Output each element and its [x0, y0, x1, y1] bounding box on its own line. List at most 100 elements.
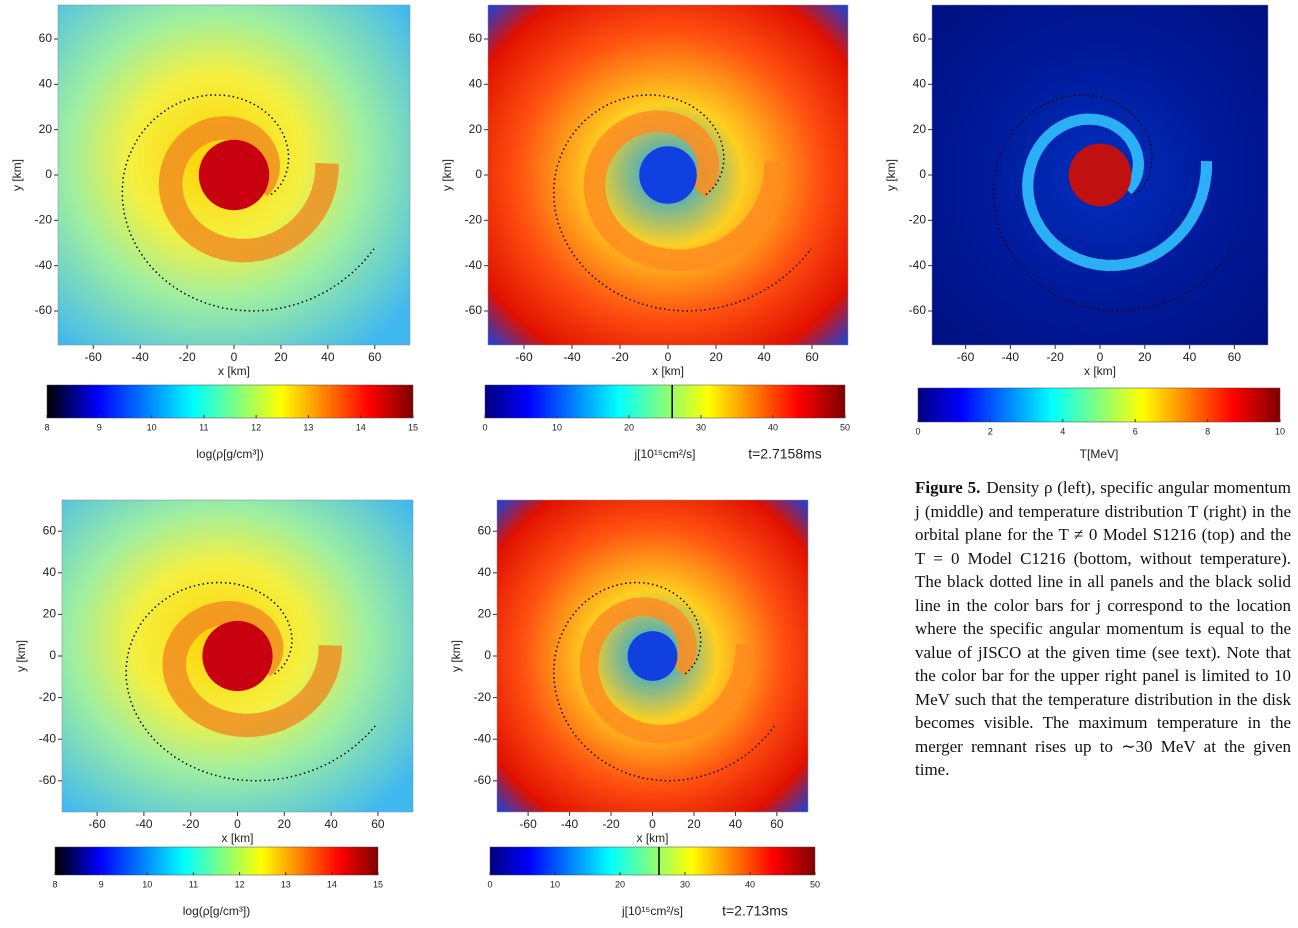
y-axis-label: y [km] — [884, 159, 898, 191]
y-tick-label: 0 — [45, 167, 52, 181]
x-axis-label: x [km] — [637, 831, 669, 845]
x-axis-label: x [km] — [1084, 364, 1116, 378]
y-tick-label: -40 — [39, 731, 57, 745]
colorbar-tick-label: 10 — [552, 422, 562, 432]
y-tick-label: 40 — [43, 565, 57, 579]
y-tick-label: 20 — [913, 122, 927, 136]
colorbar — [484, 384, 846, 419]
y-tick-label: 60 — [478, 523, 492, 537]
colorbar-tick-label: 8 — [44, 422, 49, 432]
x-tick-label: -20 — [602, 817, 620, 831]
x-tick-label: -60 — [85, 350, 103, 364]
colorbar-tick-label: 0 — [487, 879, 492, 889]
colorbar-tick-label: 13 — [303, 422, 313, 432]
y-tick-label: -60 — [909, 303, 927, 317]
x-tick-label: -20 — [611, 350, 629, 364]
y-tick-label: 20 — [39, 122, 53, 136]
jisco-contour — [125, 581, 378, 782]
heatmap — [488, 5, 848, 345]
colorbar-tick-label: 20 — [624, 422, 634, 432]
jisco-contour — [992, 94, 1235, 312]
spiral-arm — [158, 116, 339, 263]
spiral-arm — [579, 597, 755, 744]
y-tick-label: -20 — [474, 690, 492, 704]
colorbar-tick-label: 13 — [281, 879, 291, 889]
colorbar-tick-label: 0 — [482, 422, 487, 432]
x-tick-label: -60 — [88, 817, 106, 831]
spiral-arm — [583, 110, 786, 272]
colorbar-tick-label: 11 — [199, 422, 208, 432]
y-tick-label: -20 — [39, 690, 57, 704]
x-tick-label: 40 — [321, 350, 335, 364]
colorbar-label: j[10¹⁵cm²/s] — [634, 447, 696, 461]
heatmap — [932, 5, 1268, 345]
y-tick-label: -20 — [35, 213, 53, 227]
x-axis-label: x [km] — [218, 364, 250, 378]
x-tick-label: -20 — [182, 817, 200, 831]
y-tick-label: 60 — [39, 31, 53, 45]
y-tick-label: 40 — [478, 565, 492, 579]
y-tick-label: 20 — [43, 607, 57, 621]
colorbar-tick-label: 11 — [189, 879, 198, 889]
core — [198, 139, 270, 211]
caption-label: Figure 5. — [915, 478, 981, 497]
x-tick-label: 0 — [649, 817, 656, 831]
colorbar — [917, 387, 1281, 423]
x-tick-label: 60 — [368, 350, 382, 364]
x-tick-label: -60 — [515, 350, 533, 364]
y-tick-label: -60 — [465, 303, 483, 317]
y-tick-label: -40 — [35, 258, 53, 272]
colorbar-tick-label: 4 — [1060, 426, 1065, 436]
x-tick-label: 20 — [278, 817, 292, 831]
colorbar-label: T[MeV] — [1080, 447, 1119, 461]
y-tick-label: -20 — [909, 213, 927, 227]
core — [627, 631, 678, 681]
x-tick-label: 60 — [805, 350, 819, 364]
colorbar-tick-label: 40 — [768, 422, 778, 432]
y-tick-label: -60 — [474, 773, 492, 787]
colorbar-tick-label: 8 — [1205, 426, 1210, 436]
y-axis-label: y [km] — [449, 640, 463, 672]
x-tick-label: -40 — [1002, 350, 1020, 364]
colorbar-label: j[10¹⁵cm²/s] — [621, 904, 683, 918]
colorbar-tick-label: 12 — [235, 879, 245, 889]
x-tick-label: 20 — [687, 817, 701, 831]
colorbar-tick-label: 9 — [99, 879, 104, 889]
colorbar-tick-label: 30 — [696, 422, 706, 432]
y-tick-label: 40 — [39, 77, 53, 91]
x-axis-label: x [km] — [222, 831, 254, 845]
x-tick-label: 20 — [1138, 350, 1152, 364]
caption: Figure 5. Density ρ (left), specific angu… — [915, 476, 1291, 782]
colorbar-tick-label: 10 — [550, 879, 560, 889]
spiral-arm — [162, 601, 342, 738]
y-tick-label: -40 — [909, 258, 927, 272]
colorbar-tick-label: 50 — [840, 422, 850, 432]
heatmap — [497, 500, 808, 812]
x-tick-label: 60 — [371, 817, 385, 831]
y-tick-label: 0 — [484, 648, 491, 662]
heatmap — [62, 500, 413, 812]
colorbar-tick-label: 15 — [408, 422, 418, 432]
core — [202, 620, 273, 692]
time-label: t=2.7158ms — [748, 446, 822, 462]
x-tick-label: 60 — [770, 817, 784, 831]
y-tick-label: 0 — [919, 167, 926, 181]
x-tick-label: -40 — [135, 817, 153, 831]
x-tick-label: 40 — [729, 817, 743, 831]
x-tick-label: 0 — [665, 350, 672, 364]
x-tick-label: 0 — [234, 817, 241, 831]
y-tick-label: 20 — [478, 607, 492, 621]
colorbar-tick-label: 10 — [147, 422, 157, 432]
time-label: t=2.713ms — [722, 903, 788, 919]
y-tick-label: 60 — [913, 31, 927, 45]
colorbar-tick-label: 2 — [988, 426, 993, 436]
x-tick-label: -40 — [561, 817, 579, 831]
x-tick-label: 40 — [324, 817, 338, 831]
x-tick-label: 0 — [231, 350, 238, 364]
y-tick-label: 0 — [49, 648, 56, 662]
colorbar-tick-label: 10 — [142, 879, 152, 889]
heatmap — [58, 5, 410, 345]
core — [639, 146, 697, 204]
